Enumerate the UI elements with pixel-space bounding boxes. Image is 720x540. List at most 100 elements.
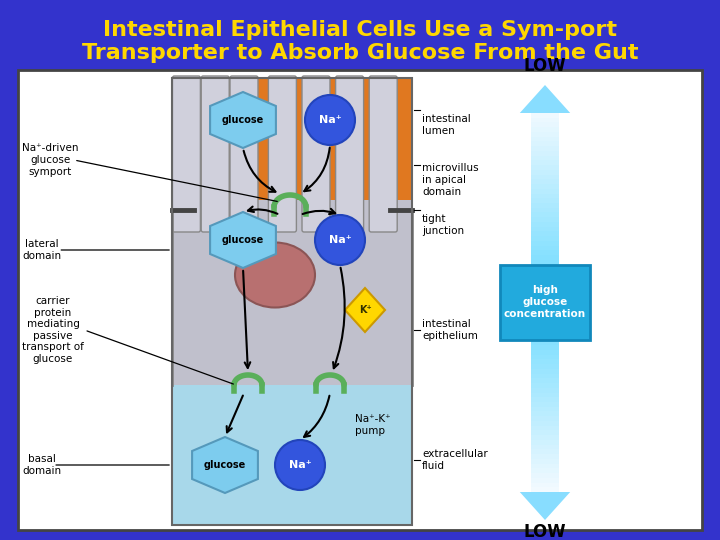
Polygon shape [210,212,276,268]
Polygon shape [192,437,258,493]
Text: Na⁺: Na⁺ [289,460,311,470]
Bar [531,374,559,379]
Bar [172,385,412,525]
Text: lateral
domain: lateral domain [22,239,61,261]
Bar [531,236,559,241]
Bar [531,284,559,288]
Text: glucose: glucose [222,115,264,125]
Bar [18,70,702,530]
Bar [531,193,559,198]
Bar [531,426,559,430]
Bar [531,402,559,407]
Bar [531,123,559,127]
Circle shape [315,215,365,265]
Polygon shape [520,492,570,520]
Bar [531,388,559,393]
Bar [531,246,559,251]
Bar [531,279,559,284]
Bar [531,483,559,487]
Bar [172,78,412,200]
Bar [531,355,559,359]
Bar [531,317,559,321]
Bar [531,350,559,355]
Bar [531,165,559,170]
Bar [172,78,412,525]
Bar [531,232,559,236]
Polygon shape [520,85,570,113]
Bar [531,369,559,374]
Bar [531,411,559,416]
Bar [531,212,559,217]
Bar [531,227,559,232]
Bar [531,255,559,260]
Bar [531,174,559,179]
Bar [531,379,559,383]
Ellipse shape [235,242,315,307]
Bar [531,459,559,463]
Text: high
glucose
concentration: high glucose concentration [504,286,586,319]
Bar [531,208,559,212]
Text: extracellular
fluid: extracellular fluid [422,449,487,471]
Bar [531,359,559,364]
Bar [531,156,559,160]
Bar [531,435,559,440]
Bar [531,393,559,397]
Bar [531,127,559,132]
FancyBboxPatch shape [269,76,297,232]
FancyBboxPatch shape [336,76,364,232]
Bar [531,146,559,151]
Bar [531,189,559,193]
Bar [531,340,559,345]
Bar [531,454,559,459]
Bar [531,179,559,184]
Text: Intestinal Epithelial Cells Use a Sym-port: Intestinal Epithelial Cells Use a Sym-po… [103,20,617,40]
Bar [531,421,559,426]
Bar [531,321,559,326]
Bar [531,251,559,255]
Bar [531,198,559,203]
Circle shape [305,95,355,145]
Bar [531,203,559,208]
Bar [531,383,559,388]
FancyBboxPatch shape [230,76,258,232]
Bar [531,151,559,156]
Text: Na⁺: Na⁺ [329,235,351,245]
Text: K⁺: K⁺ [359,305,372,315]
Bar [531,331,559,336]
Text: basal
domain: basal domain [22,454,61,476]
Text: tight
junction: tight junction [422,214,464,236]
FancyBboxPatch shape [302,76,330,232]
Text: glucose: glucose [204,460,246,470]
Circle shape [275,440,325,490]
Bar [531,118,559,123]
Bar [172,200,412,385]
Bar [531,260,559,265]
Text: Transporter to Absorb Glucose From the Gut: Transporter to Absorb Glucose From the G… [82,43,638,63]
Bar [531,113,559,118]
Text: carrier
protein
mediating
passive
transport of
glucose: carrier protein mediating passive transp… [22,296,84,364]
Bar [531,430,559,435]
Bar [531,184,559,189]
Text: glucose: glucose [222,235,264,245]
Bar [531,336,559,340]
Bar [531,487,559,492]
Bar [531,302,559,307]
Bar [531,345,559,350]
Bar [531,307,559,312]
Bar [531,170,559,174]
Bar [531,293,559,298]
Bar [531,265,559,269]
Bar [531,298,559,302]
Bar [531,312,559,317]
Text: Na⁺-K⁺
pump: Na⁺-K⁺ pump [355,414,391,436]
Bar [500,265,590,340]
Text: LOW: LOW [523,523,567,540]
Bar [531,160,559,165]
Polygon shape [345,288,385,332]
Bar [531,449,559,454]
Bar [531,269,559,274]
FancyBboxPatch shape [172,76,200,232]
Bar [531,416,559,421]
FancyBboxPatch shape [369,76,397,232]
Bar [531,468,559,473]
